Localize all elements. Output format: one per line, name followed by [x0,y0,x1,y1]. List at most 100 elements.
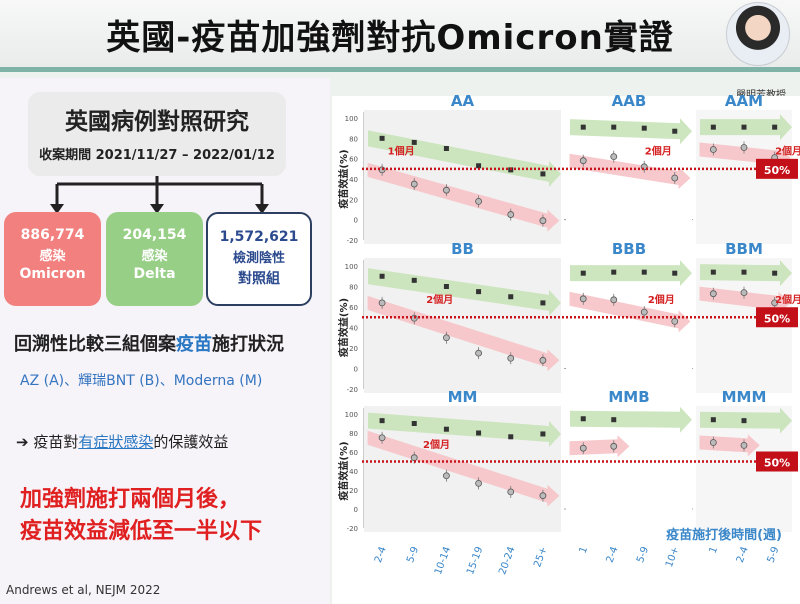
delta-point [710,269,716,275]
study-period: 收案期間 2021/11/27 – 2022/01/12 [39,148,275,163]
presenter-video [724,2,796,80]
effect-line: ➔ 疫苗對有症狀感染的保護效益 [16,431,228,452]
omicron-point [378,299,386,307]
omicron-point [539,217,547,225]
study-box: 英國病例對照研究 收案期間 2021/11/27 – 2022/01/12 [28,92,286,176]
delta-point [411,421,417,426]
omicron-point [610,296,618,304]
panel-title: MMB [608,388,649,406]
omicron-trend-band [367,295,560,372]
left-panel: 英國病例對照研究 收案期間 2021/11/27 – 2022/01/12 88… [0,78,330,604]
omicron-point [410,180,418,188]
y-tick-label: 20 [349,345,358,353]
y-tick-label: 80 [349,430,358,438]
delta-point [540,300,546,306]
cohort-number: 886,774 [20,227,85,243]
effect-pre: 疫苗對 [33,433,79,451]
delta-point [443,284,449,289]
omicron-trend-band [569,291,691,333]
delta-point [476,430,482,436]
y-tick-label: 0 [354,366,358,374]
delta-point [411,277,417,283]
omicron-point [610,153,618,161]
vaccine-brands: AZ (A)、輝瑞BNT (B)、Moderna (M) [20,373,263,389]
x-tick-label: 2-4 [373,545,389,564]
y-tick-label: -20 [347,386,358,394]
page-title: 英國-疫苗加強劑對抗Omicron實證 [106,18,674,58]
conclusion-line2: 疫苗效益減低至一半以下 [20,519,263,544]
delta-point [476,163,482,169]
delta-point [641,269,647,275]
delta-point [611,417,617,423]
x-tick-label: 1 [708,545,721,555]
y-tick-label: 20 [349,487,358,495]
y-tick-label: 100 [345,115,358,123]
conclusion: 加強劑施打兩個月後， 疫苗效益減低至一半以下 [20,484,262,548]
duration-label: 2個月 [775,145,800,158]
y-tick-label: -20 [347,525,358,533]
panel-title: MMM [722,388,767,406]
delta-point [672,128,678,134]
x-tick-label: 5-9 [405,545,421,564]
retro-highlight: 疫苗 [176,334,212,355]
duration-label: 2個月 [648,293,675,306]
delta-point [379,418,385,424]
omicron-trend-band [367,430,560,507]
delta-point [580,270,586,276]
omicron-point [579,295,587,303]
delta-point [379,135,385,141]
y-tick-label: 80 [349,284,358,292]
study-title: 英國病例對照研究 [65,109,249,135]
omicron-point [378,434,386,442]
y-tick-label: 40 [349,176,358,184]
y-axis-label: 疫苗效益(%) [337,298,350,357]
omicron-point [740,441,748,449]
threshold-badge-label: 50% [764,312,790,325]
delta-point [772,270,778,276]
cohort-delta: 204,154 感染 Delta [106,212,203,306]
effect-post: 的保護效益 [153,433,229,451]
y-tick-label: -20 [347,237,358,245]
panel-title: MM [448,388,478,406]
omicron-point [507,488,515,496]
delta-point [741,269,747,275]
y-tick-label: 0 [354,506,358,514]
arrow-icon: ➔ [16,433,29,451]
omicron-point [443,186,450,194]
y-axis-label: 疫苗效益(%) [337,441,350,500]
y-tick-label: 40 [349,325,358,333]
threshold-badge-label: 50% [764,457,790,470]
delta-point [611,269,617,275]
delta-point [672,270,678,276]
omicron-point [410,454,418,462]
cohort-number: 1,572,621 [219,229,299,245]
effect-underlined: 有症狀感染 [78,433,154,451]
omicron-trend-band [569,435,630,458]
threshold-badge-label: 50% [764,164,790,177]
delta-point [443,426,449,432]
omicron-point [539,492,547,500]
cohort-line1: 感染 [39,249,66,264]
delta-trend-band [570,260,692,287]
threshold-badge [756,158,798,179]
delta-point [540,431,546,437]
delta-trend-band [570,118,692,145]
omicron-point [671,174,679,182]
presenter-avatar [726,2,790,66]
cohort-line2: Delta [133,266,176,282]
omicron-point [443,472,450,480]
omicron-point [475,479,482,487]
cohort-line1: 檢測陰性 [232,251,285,266]
panel-title: BB [451,240,474,258]
omicron-point [771,299,779,307]
omicron-point [539,356,547,364]
y-tick-label: 80 [349,135,358,143]
omicron-point [507,211,515,218]
panel-title: AA [451,92,475,110]
y-tick-label: 60 [349,304,358,312]
omicron-point [740,289,748,297]
cohort-line1: 感染 [141,249,168,264]
delta-point [641,125,647,131]
y-tick-label: 100 [345,263,358,271]
